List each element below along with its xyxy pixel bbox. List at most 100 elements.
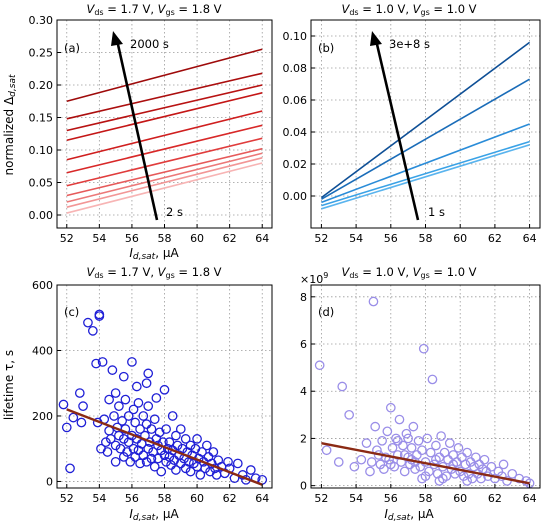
panel-c-point	[180, 434, 191, 444]
panel-d-point	[403, 433, 414, 444]
panel-d-point	[375, 459, 386, 470]
panel-c-point	[159, 384, 170, 395]
panel-c-xtick-label: 60	[190, 492, 204, 505]
panel-c-point	[65, 463, 75, 474]
panel-c-ytick-label: 200	[32, 410, 53, 423]
panel-d-point	[431, 440, 441, 451]
panel-c-point	[133, 398, 144, 408]
panel-b-series-1	[321, 140, 530, 207]
panel-c-plot: 52 54 56 58 60 62 64 0 200 400 600	[32, 279, 273, 505]
panel-c-point	[127, 357, 137, 367]
panel-c-point	[172, 440, 183, 451]
panel-b-xtick-label: 52	[314, 232, 328, 245]
panel-b: Vds = 1.0 V, Vgs = 1.0 V 52 54 56 58 60 62 64 0…	[283, 2, 541, 245]
panel-d-point	[387, 443, 398, 453]
panel-c-point	[131, 381, 142, 392]
panel-b-xtick-label: 62	[488, 232, 502, 245]
panel-b-series-3	[321, 78, 530, 200]
panel-b-xtick-label: 60	[453, 232, 467, 245]
panel-d-ytick-label: 2	[300, 432, 307, 445]
panel-d-point	[422, 433, 433, 444]
panel-a-label: (a)	[64, 41, 80, 55]
panel-d-point	[344, 409, 355, 420]
panel-a-series-1	[66, 157, 263, 208]
panel-d-point	[410, 464, 420, 474]
panel-d-point	[413, 435, 424, 446]
panel-c-point	[97, 357, 108, 367]
panel-d-point	[368, 296, 379, 307]
panel-d-point	[361, 438, 372, 449]
panel-c-point	[185, 466, 196, 477]
panel-a-ytick-label: 0.30	[29, 14, 54, 27]
panel-c-point	[185, 440, 196, 451]
panel-c-point	[156, 466, 167, 477]
panel-a-series-0	[66, 162, 263, 214]
panel-c-point	[94, 309, 105, 320]
panel-b-xtick-label: 58	[419, 232, 433, 245]
panel-b-xtick-label: 64	[523, 232, 537, 245]
panel-c-point	[149, 461, 160, 472]
panel-c-xtick-label: 56	[125, 492, 139, 505]
panel-c-point	[200, 463, 211, 474]
panel-c-point	[141, 456, 152, 467]
panel-c-point	[83, 317, 93, 328]
panel-c-point	[117, 416, 128, 426]
panel-b-ytick-label: 0.04	[283, 126, 308, 139]
panel-b-ytick-label: 0.00	[283, 190, 308, 203]
panel-c-ylabel: lifetime τ, s	[2, 350, 16, 420]
panel-a-xtick-label: 58	[158, 232, 172, 245]
panel-c-point	[171, 430, 181, 441]
panel-c-point	[146, 453, 157, 464]
panel-b-xtick-label: 54	[349, 232, 363, 245]
panel-d-point	[314, 360, 325, 371]
panel-c-point	[192, 434, 202, 444]
panel-a-series-3	[66, 147, 263, 197]
panel-a: Vds = 1.7 V, Vgs = 1.8 V normalized Δd,s…	[2, 2, 273, 245]
panel-b-label: (b)	[318, 41, 334, 55]
panel-a-xtick-label: 56	[125, 232, 139, 245]
panel-c-point	[128, 404, 139, 415]
panel-d-ytick-label: 6	[300, 338, 307, 351]
panel-a-series-8	[66, 84, 263, 132]
panel-d-point	[406, 443, 417, 453]
panel-a-series-10	[66, 48, 263, 103]
panel-b-ytick-label: 0.08	[283, 62, 308, 75]
panel-c-point	[245, 465, 256, 475]
panel-c-ytick-label: 600	[32, 279, 53, 292]
panel-b-annotation-start: 1 s	[428, 205, 445, 219]
panel-d-plot: 52 54 56 58 60 62 64 0 2 4 6 8	[300, 284, 541, 505]
panel-b-plot: 52 54 56 58 60 62 64 0.00 0.02 0.04 0.06 0.08 0.10	[283, 19, 541, 245]
panel-d-point	[417, 473, 427, 484]
panel-d-point	[382, 426, 393, 437]
panel-c-point	[138, 411, 149, 421]
panel-c-point	[125, 456, 136, 467]
panel-d-point	[498, 459, 509, 470]
panel-c-point	[135, 424, 145, 434]
panel-c-point	[110, 388, 121, 398]
panel-c-point	[74, 388, 85, 398]
panel-d-xtick-label: 52	[314, 492, 328, 505]
panel-d-point	[431, 454, 441, 465]
panel-c-point	[167, 411, 178, 421]
panel-c-fit-line	[66, 408, 263, 486]
panel-c-ytick-label: 400	[32, 344, 53, 357]
panel-b-arrowhead	[370, 31, 382, 46]
panel-c-point	[130, 417, 141, 428]
panel-b-series-2	[321, 123, 530, 204]
panel-d-point	[427, 374, 438, 385]
panel-c-point	[110, 440, 121, 451]
panel-d-point	[443, 454, 453, 465]
panel-c-label: (c)	[64, 305, 79, 319]
panel-c-point	[105, 434, 116, 444]
panel-d-point	[385, 402, 396, 413]
panel-d-fit-line	[321, 441, 530, 485]
panel-a-series-5	[66, 124, 263, 174]
panel-a-xlabel: Id,sat, μA	[129, 246, 179, 262]
panel-a-ytick-label: 0.10	[29, 144, 54, 157]
panel-c-point	[135, 458, 145, 469]
panel-a-annotation-end: 2000 s	[130, 37, 169, 51]
panel-d-ytick-label: 0	[300, 480, 307, 493]
panel-a-annotation-start: 2 s	[166, 205, 183, 219]
panel-c-point	[91, 358, 101, 369]
panel-d-xtick-label: 54	[349, 492, 363, 505]
